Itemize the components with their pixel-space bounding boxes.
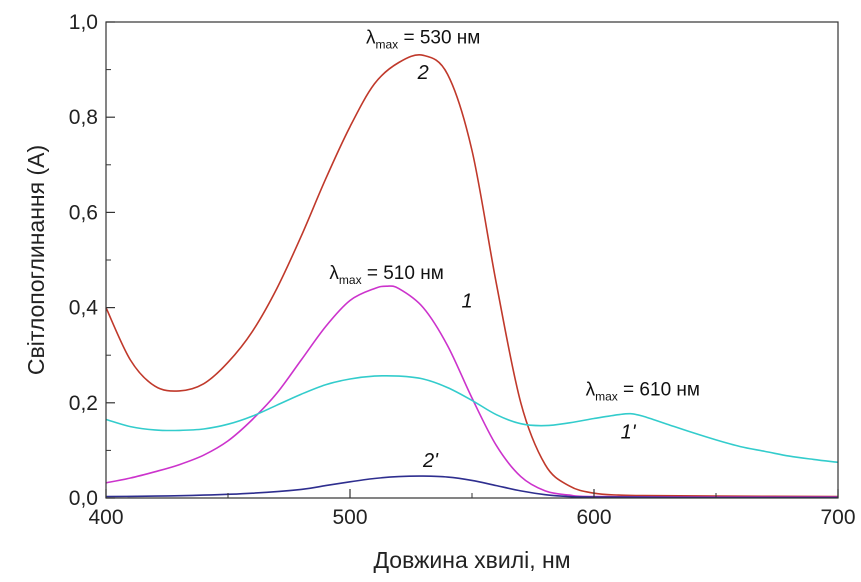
- lambda-max-annotation: λmax = 610 нм: [586, 380, 700, 404]
- series-line-3: [105, 375, 839, 464]
- x-tick-label: 500: [332, 506, 367, 529]
- axis-ticks: 400 500 600 700 0,0 0,2 0,4 0,6 0,8 1,0: [69, 11, 856, 529]
- curve-label: 1: [462, 291, 473, 313]
- y-tick-label: 0,8: [69, 106, 98, 129]
- series-line-1: [105, 54, 839, 498]
- y-tick-label: 0,6: [69, 201, 98, 224]
- x-tick-label: 400: [88, 506, 123, 529]
- curve-label: 2': [422, 450, 439, 472]
- y-tick-label: 0,4: [69, 297, 99, 320]
- x-tick-label: 700: [820, 506, 855, 529]
- x-axis-title: Довжина хвилі, нм: [373, 547, 570, 573]
- y-tick-label: 1,0: [69, 11, 98, 34]
- y-tick-label: 0,0: [69, 487, 98, 510]
- lambda-max-annotation: λmax = 510 нм: [329, 263, 443, 287]
- lambda-max-annotation: λmax = 530 нм: [366, 27, 480, 51]
- series-line-2: [105, 285, 839, 498]
- plot-curves: [105, 54, 839, 499]
- curve-label: 2: [417, 62, 429, 84]
- series-line-4: [105, 475, 839, 499]
- y-axis-title: Світлопоглинання (А): [23, 145, 49, 375]
- y-tick-label: 0,2: [69, 392, 98, 415]
- annotations: λmax = 530 нм λmax = 510 нм λmax = 610 нм 2…: [329, 27, 700, 472]
- x-tick-label: 600: [576, 506, 611, 529]
- curve-label: 1': [621, 422, 637, 444]
